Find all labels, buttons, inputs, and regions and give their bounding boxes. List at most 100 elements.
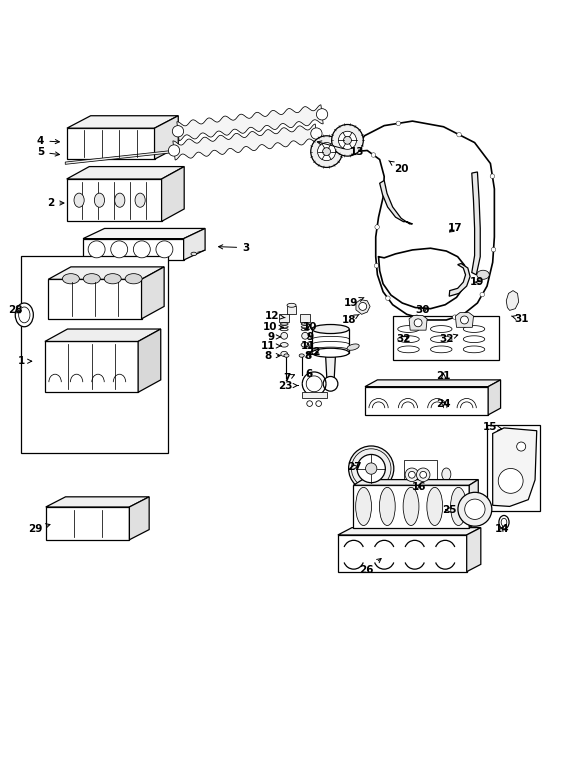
Text: 5: 5: [37, 147, 59, 157]
Text: 29: 29: [28, 523, 50, 534]
Ellipse shape: [380, 488, 395, 526]
Text: 30: 30: [415, 306, 430, 315]
Text: 22: 22: [306, 347, 320, 357]
Circle shape: [415, 315, 419, 319]
Circle shape: [88, 241, 105, 258]
Polygon shape: [83, 239, 184, 260]
Text: 18: 18: [342, 315, 359, 325]
Bar: [21, 255, 168, 453]
Text: 27: 27: [347, 462, 362, 472]
Bar: [404, 460, 437, 489]
Text: 24: 24: [436, 399, 451, 408]
Text: 6: 6: [306, 370, 312, 379]
Circle shape: [311, 128, 322, 139]
Text: 7: 7: [283, 373, 294, 383]
Bar: [393, 316, 499, 360]
Polygon shape: [354, 485, 469, 527]
Polygon shape: [356, 299, 370, 315]
Circle shape: [385, 296, 390, 300]
Text: 8: 8: [265, 351, 280, 360]
Ellipse shape: [62, 274, 79, 283]
Bar: [487, 425, 540, 511]
Ellipse shape: [403, 488, 419, 526]
Ellipse shape: [501, 518, 507, 527]
Text: 13: 13: [318, 141, 364, 157]
Circle shape: [316, 401, 321, 406]
Text: 20: 20: [389, 161, 408, 174]
Circle shape: [332, 124, 363, 156]
Text: 2: 2: [47, 198, 64, 208]
Circle shape: [516, 442, 525, 451]
Text: 3: 3: [219, 242, 249, 253]
Ellipse shape: [19, 307, 30, 323]
Polygon shape: [493, 428, 537, 507]
Circle shape: [366, 463, 377, 474]
Text: 17: 17: [447, 223, 462, 233]
Circle shape: [307, 401, 312, 406]
Ellipse shape: [281, 351, 288, 357]
Ellipse shape: [74, 193, 84, 207]
Circle shape: [281, 332, 288, 339]
Circle shape: [458, 492, 492, 527]
Ellipse shape: [104, 274, 121, 283]
Circle shape: [405, 468, 419, 482]
Polygon shape: [338, 527, 481, 535]
Polygon shape: [155, 116, 179, 159]
Polygon shape: [354, 479, 478, 485]
Ellipse shape: [280, 343, 288, 347]
Polygon shape: [138, 329, 160, 392]
Circle shape: [414, 319, 422, 327]
Circle shape: [316, 109, 328, 120]
Circle shape: [381, 184, 386, 189]
Circle shape: [338, 131, 357, 149]
Polygon shape: [67, 167, 184, 179]
Ellipse shape: [191, 252, 197, 255]
Text: 10: 10: [263, 322, 283, 332]
Circle shape: [453, 315, 457, 319]
Polygon shape: [325, 353, 336, 384]
Circle shape: [311, 136, 342, 168]
Circle shape: [490, 174, 495, 178]
Ellipse shape: [135, 193, 145, 207]
Polygon shape: [67, 116, 179, 128]
Ellipse shape: [299, 354, 305, 357]
Circle shape: [408, 472, 415, 479]
Polygon shape: [67, 128, 155, 159]
Polygon shape: [49, 280, 141, 319]
Circle shape: [464, 499, 485, 520]
Polygon shape: [46, 497, 149, 507]
Ellipse shape: [15, 303, 33, 327]
Bar: [300, 314, 310, 322]
Ellipse shape: [125, 274, 142, 283]
Ellipse shape: [301, 343, 309, 347]
Polygon shape: [365, 386, 488, 415]
Bar: [279, 314, 289, 322]
Polygon shape: [67, 179, 162, 222]
Bar: [287, 306, 296, 315]
Text: 32: 32: [397, 334, 411, 344]
Ellipse shape: [84, 274, 101, 283]
Text: 19: 19: [344, 298, 364, 308]
Circle shape: [371, 152, 376, 157]
Polygon shape: [177, 105, 323, 141]
Ellipse shape: [284, 354, 289, 357]
Polygon shape: [49, 267, 164, 280]
Polygon shape: [45, 329, 160, 341]
Circle shape: [318, 142, 336, 161]
Ellipse shape: [115, 193, 125, 207]
Text: 9: 9: [268, 332, 281, 342]
Circle shape: [396, 121, 401, 126]
Polygon shape: [162, 167, 184, 222]
Polygon shape: [45, 341, 138, 392]
Text: 4: 4: [37, 136, 59, 146]
Text: 21: 21: [436, 372, 451, 382]
Ellipse shape: [451, 488, 467, 526]
Polygon shape: [469, 479, 478, 527]
Text: 12: 12: [265, 311, 285, 321]
Circle shape: [457, 133, 461, 137]
Ellipse shape: [287, 303, 296, 307]
Circle shape: [349, 446, 394, 491]
Text: 11: 11: [301, 341, 315, 351]
Text: 9: 9: [306, 332, 313, 342]
Polygon shape: [380, 181, 412, 224]
